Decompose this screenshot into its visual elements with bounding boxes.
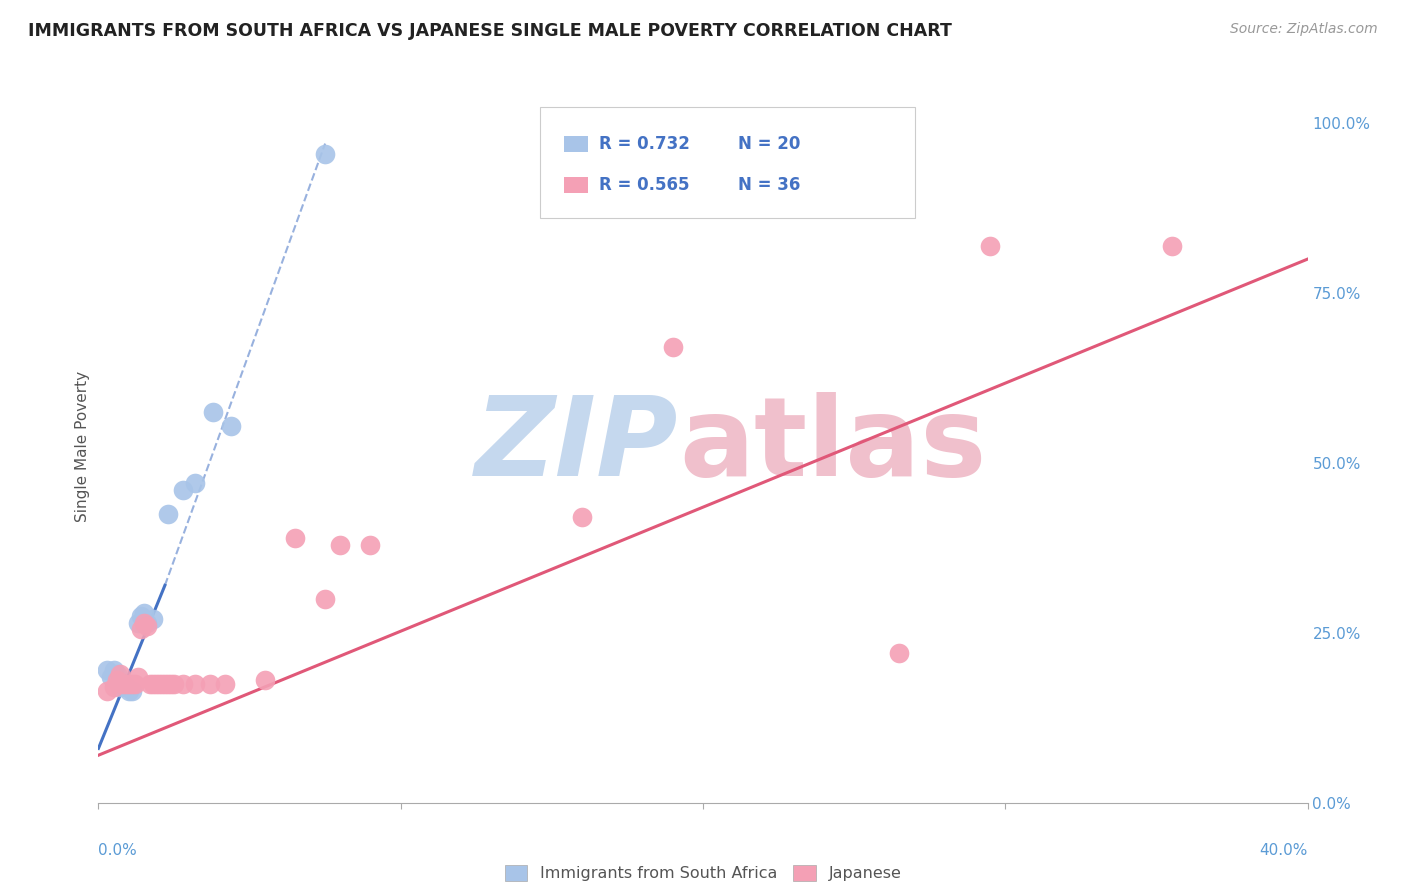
- Point: [662, 341, 685, 355]
- Point: [105, 673, 128, 688]
- Point: [221, 418, 243, 433]
- Point: [202, 405, 225, 419]
- Text: 0.0%: 0.0%: [98, 843, 138, 858]
- Point: [100, 670, 122, 684]
- Point: [118, 683, 141, 698]
- Point: [135, 615, 157, 630]
- Point: [103, 680, 125, 694]
- FancyBboxPatch shape: [564, 136, 588, 152]
- Point: [889, 646, 911, 660]
- Point: [96, 663, 118, 677]
- Point: [571, 510, 593, 524]
- Point: [163, 677, 186, 691]
- Text: R = 0.565: R = 0.565: [599, 176, 689, 194]
- Text: ZIP: ZIP: [475, 392, 679, 500]
- Point: [127, 615, 149, 630]
- Text: N = 20: N = 20: [738, 135, 800, 153]
- Point: [142, 612, 165, 626]
- Point: [129, 608, 152, 623]
- Legend: Immigrants from South Africa, Japanese: Immigrants from South Africa, Japanese: [498, 858, 908, 888]
- Point: [121, 677, 143, 691]
- Point: [135, 619, 157, 633]
- Point: [172, 677, 194, 691]
- Point: [314, 591, 336, 606]
- Point: [111, 677, 134, 691]
- Text: N = 36: N = 36: [738, 176, 800, 194]
- Point: [153, 677, 176, 691]
- Point: [148, 677, 170, 691]
- Point: [253, 673, 276, 688]
- FancyBboxPatch shape: [540, 107, 915, 218]
- Text: R = 0.732: R = 0.732: [599, 135, 689, 153]
- Point: [284, 531, 307, 545]
- Point: [105, 666, 128, 681]
- Point: [979, 238, 1001, 252]
- Point: [200, 677, 222, 691]
- Point: [214, 677, 236, 691]
- Point: [118, 677, 141, 691]
- Point: [184, 476, 207, 491]
- Point: [360, 537, 382, 551]
- Point: [184, 677, 207, 691]
- Point: [329, 537, 352, 551]
- Y-axis label: Single Male Poverty: Single Male Poverty: [75, 370, 90, 522]
- Point: [139, 677, 162, 691]
- Point: [121, 683, 143, 698]
- Point: [314, 146, 336, 161]
- Point: [156, 507, 179, 521]
- Point: [108, 666, 131, 681]
- Point: [1160, 238, 1182, 252]
- Point: [145, 677, 167, 691]
- Text: Source: ZipAtlas.com: Source: ZipAtlas.com: [1230, 22, 1378, 37]
- Text: 40.0%: 40.0%: [1260, 843, 1308, 858]
- Point: [150, 677, 173, 691]
- Point: [114, 680, 136, 694]
- Text: atlas: atlas: [679, 392, 986, 500]
- Point: [156, 677, 179, 691]
- Text: IMMIGRANTS FROM SOUTH AFRICA VS JAPANESE SINGLE MALE POVERTY CORRELATION CHART: IMMIGRANTS FROM SOUTH AFRICA VS JAPANESE…: [28, 22, 952, 40]
- Point: [103, 663, 125, 677]
- FancyBboxPatch shape: [564, 178, 588, 193]
- Point: [142, 677, 165, 691]
- Point: [132, 615, 155, 630]
- Point: [160, 677, 183, 691]
- Point: [114, 677, 136, 691]
- Point: [129, 623, 152, 637]
- Point: [172, 483, 194, 498]
- Point: [127, 670, 149, 684]
- Point: [111, 677, 134, 691]
- Point: [132, 606, 155, 620]
- Point: [96, 683, 118, 698]
- Point: [124, 677, 146, 691]
- Point: [108, 680, 131, 694]
